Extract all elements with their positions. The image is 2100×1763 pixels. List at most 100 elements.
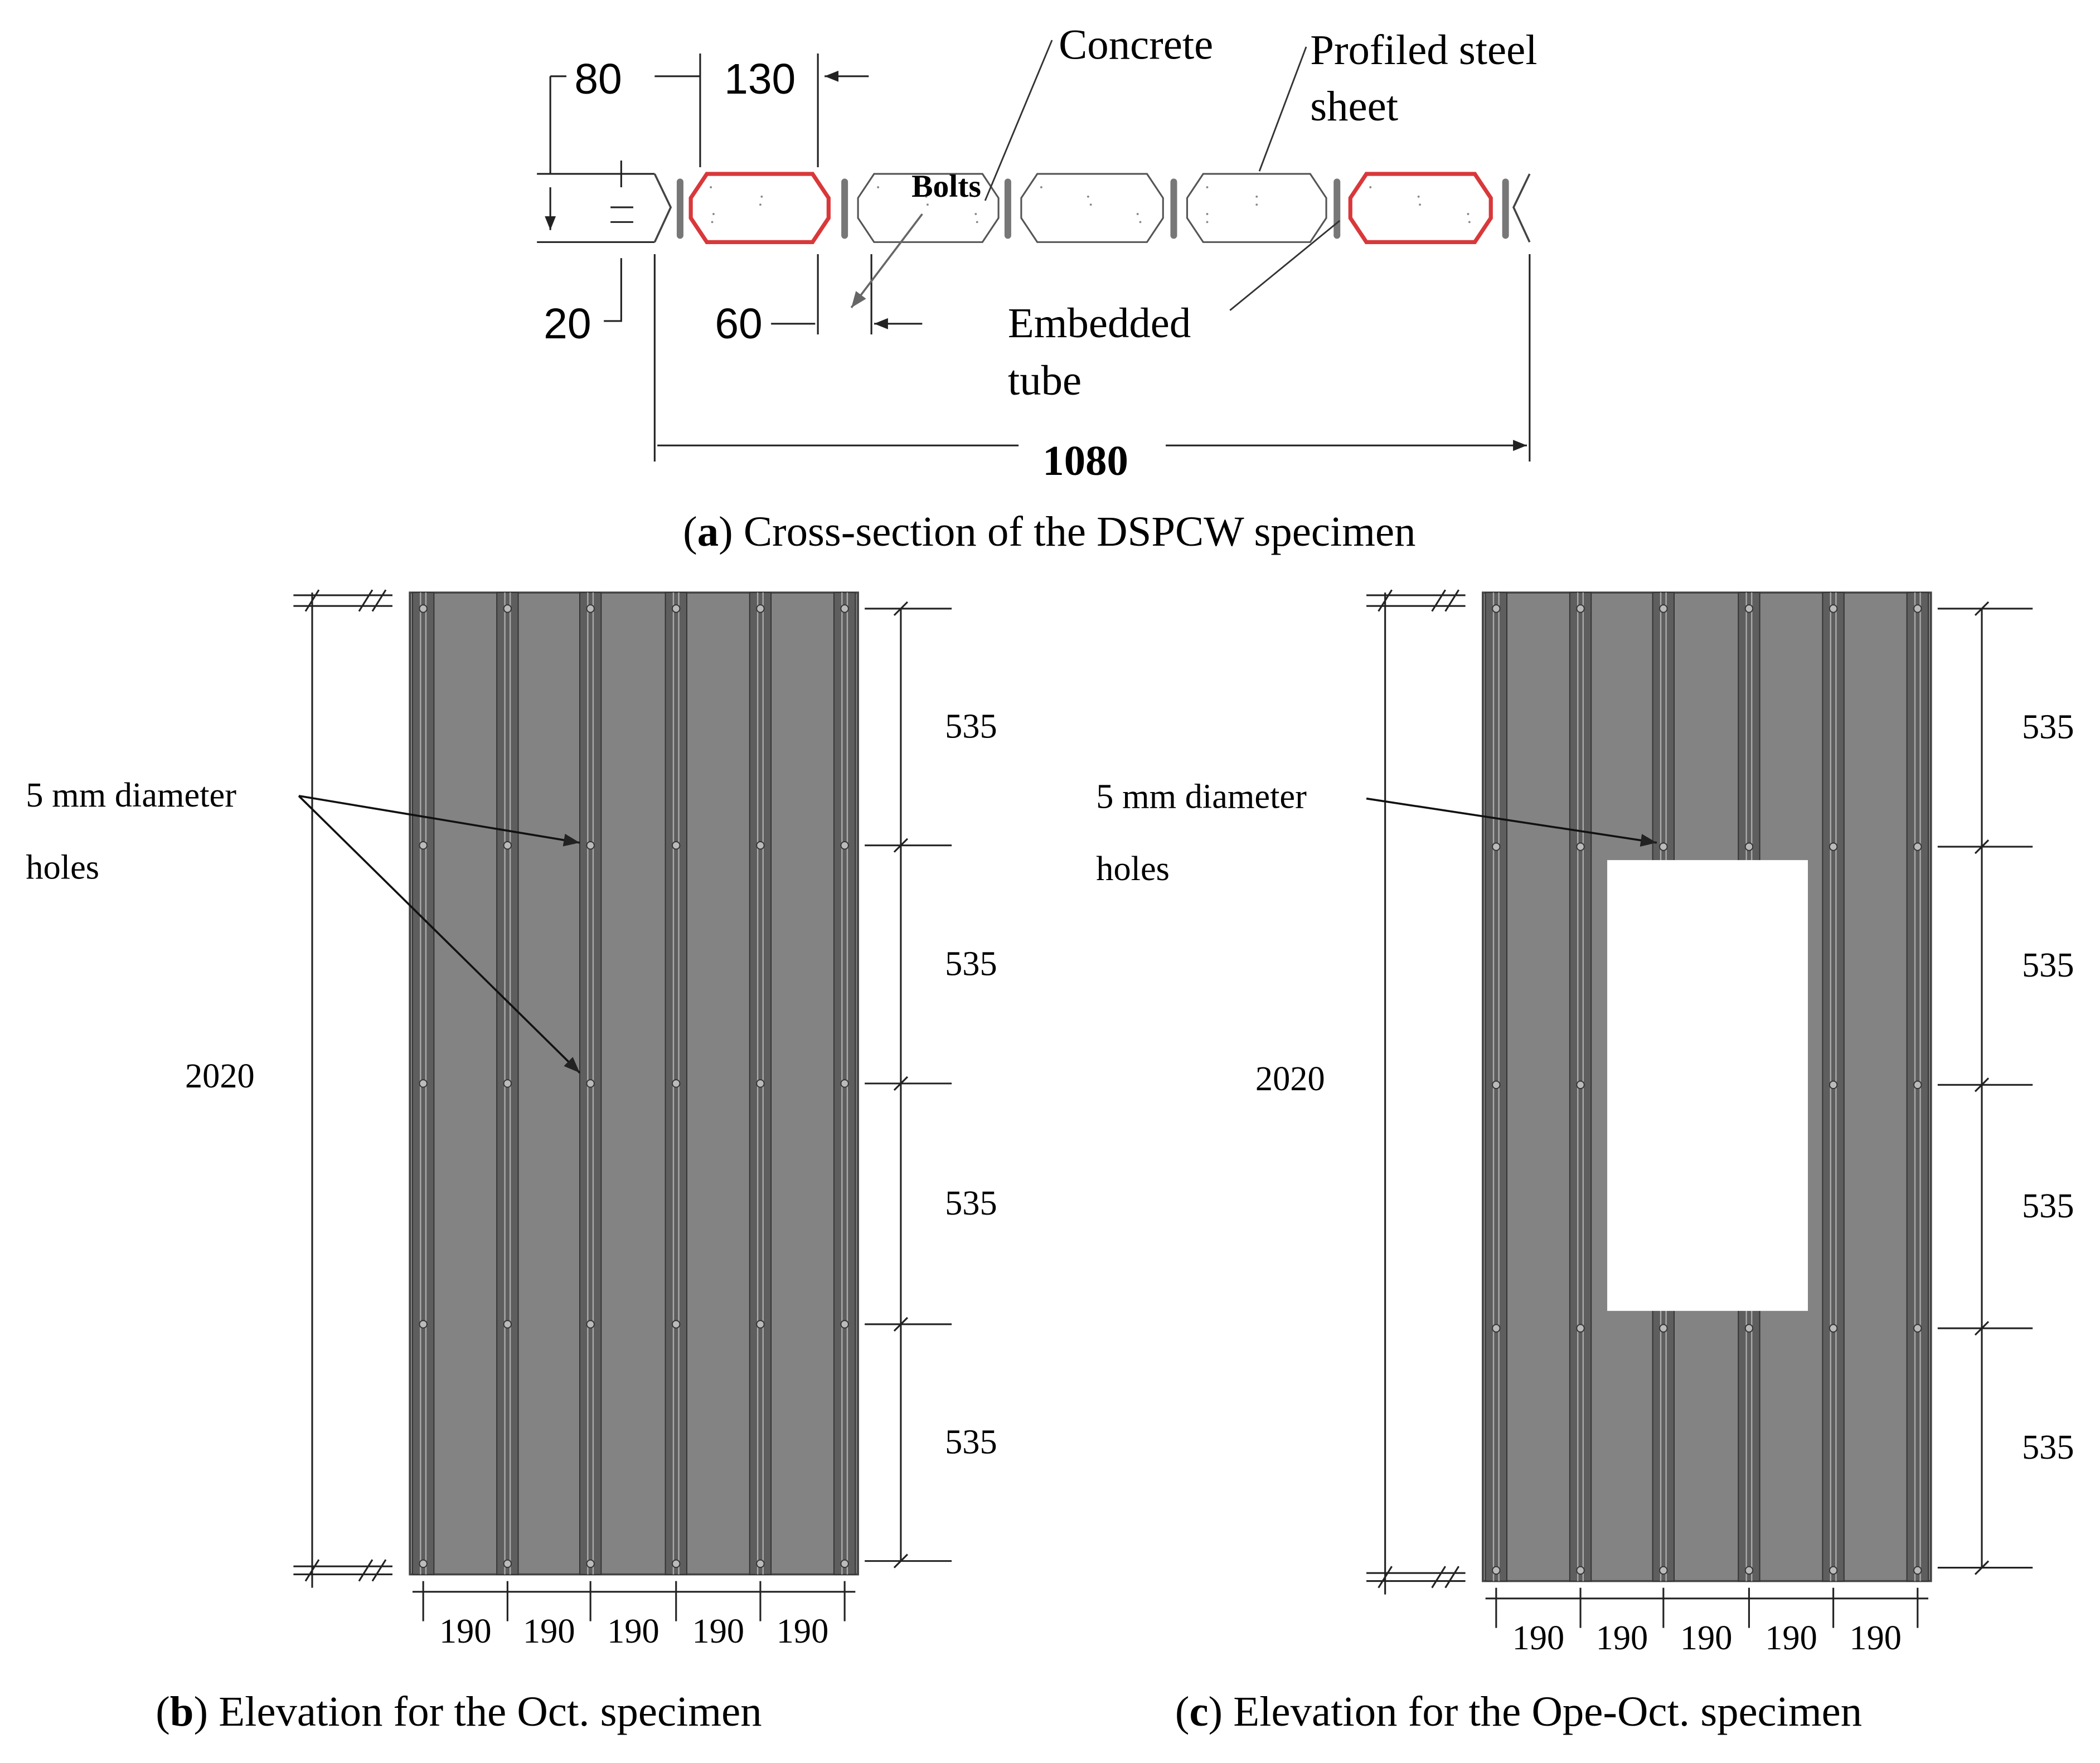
dimension: 535 xyxy=(2022,1428,2074,1466)
caption: (a) Cross-section of the DSPCW specimen xyxy=(683,508,1415,555)
leader xyxy=(1258,46,1307,172)
dimension: 190 xyxy=(1680,1619,1733,1657)
dimension: 190 xyxy=(1849,1619,1902,1657)
dimension: 190 xyxy=(1765,1619,1817,1657)
dimension: 535 xyxy=(945,707,997,746)
hole xyxy=(503,1320,512,1329)
hole xyxy=(1829,842,1838,851)
dimension: 2020 xyxy=(185,1057,255,1095)
label: Embedded xyxy=(1008,299,1191,347)
dim-tick xyxy=(893,1553,909,1568)
hole xyxy=(756,1320,765,1329)
dimension: 190 xyxy=(1596,1619,1648,1657)
hole xyxy=(586,841,595,850)
hole xyxy=(1829,1080,1838,1089)
hole xyxy=(1492,842,1501,851)
aggregate xyxy=(926,203,929,206)
dimension: 535 xyxy=(945,944,997,983)
dim-tick xyxy=(1974,1320,1990,1336)
rib xyxy=(1822,592,1845,1582)
hole xyxy=(586,1079,595,1088)
hole xyxy=(840,841,849,850)
hole xyxy=(1576,1324,1585,1333)
elevation-oct: 5 mm diameter holes 2020 (b) Elevation for … xyxy=(26,589,997,1735)
dim-tick xyxy=(893,1076,909,1091)
hole xyxy=(1744,1566,1754,1575)
aggregate xyxy=(1255,203,1258,206)
cells xyxy=(676,172,1509,244)
hole xyxy=(1829,1566,1838,1575)
aggregate xyxy=(1468,221,1471,224)
dim-tick xyxy=(1974,601,1990,616)
aggregate xyxy=(760,195,763,198)
dimension: 190 xyxy=(1512,1619,1565,1657)
leader xyxy=(850,213,923,309)
aggregate xyxy=(974,213,977,215)
hole xyxy=(419,841,428,850)
caption-part: ( xyxy=(683,508,697,555)
label: Concrete xyxy=(1059,21,1213,69)
hole xyxy=(1492,1080,1501,1089)
cross-section: 80 130 20 60 1080 Concrete Profiled stee… xyxy=(537,21,1537,555)
hole xyxy=(1913,604,1922,613)
hole xyxy=(1913,842,1922,851)
dim-tick xyxy=(304,589,320,612)
dim-tick xyxy=(358,1559,374,1582)
leader-arrow xyxy=(298,795,581,1074)
hole xyxy=(503,1559,512,1568)
hole xyxy=(756,1079,765,1088)
hole xyxy=(1659,604,1668,613)
cell xyxy=(857,173,1000,243)
hole xyxy=(840,1320,849,1329)
dimension: 2020 xyxy=(1255,1060,1325,1098)
hole xyxy=(756,1559,765,1568)
label: tube xyxy=(1008,357,1081,404)
caption-part: ( xyxy=(1175,1688,1190,1735)
leader xyxy=(984,40,1053,201)
dim-tick xyxy=(1431,1566,1446,1589)
hole xyxy=(1576,1566,1585,1575)
dim-tick xyxy=(1431,589,1446,612)
dim-tick xyxy=(1378,1566,1393,1589)
label: sheet xyxy=(1310,82,1398,130)
dimension: 535 xyxy=(2022,946,2074,984)
aggregate xyxy=(1255,195,1258,198)
caption-part: b xyxy=(170,1688,194,1735)
dim-tick xyxy=(371,589,387,612)
dim-tick xyxy=(304,1559,320,1582)
embedded-tube xyxy=(1348,172,1493,244)
hole xyxy=(586,1320,595,1329)
label: holes xyxy=(26,848,99,887)
hole xyxy=(1913,1080,1922,1089)
dimension: 535 xyxy=(945,1184,997,1222)
hole xyxy=(419,1320,428,1329)
dimension: 535 xyxy=(2022,1187,2074,1225)
dim-tick xyxy=(893,1317,909,1332)
hole xyxy=(586,1559,595,1568)
aggregate xyxy=(1040,186,1042,188)
hole xyxy=(756,604,765,613)
leader-arrow xyxy=(1366,797,1657,847)
dimension: 190 xyxy=(692,1612,745,1650)
caption: (b) Elevation for the Oct. specimen xyxy=(156,1688,762,1735)
aggregate xyxy=(1467,213,1469,215)
hole xyxy=(672,1079,681,1088)
hole xyxy=(586,604,595,613)
opening xyxy=(1607,860,1808,1311)
aggregate xyxy=(759,203,762,206)
hole xyxy=(1659,1566,1668,1575)
hole xyxy=(419,1079,428,1088)
aggregate xyxy=(1139,221,1142,224)
aggregate xyxy=(1206,213,1209,215)
hole xyxy=(672,841,681,850)
hole xyxy=(840,1559,849,1568)
aggregate xyxy=(1417,195,1420,198)
aggregate xyxy=(925,195,928,198)
hole xyxy=(1492,1324,1501,1333)
aggregate xyxy=(1087,195,1089,198)
sheet-edge xyxy=(653,173,1531,243)
wall xyxy=(409,591,859,1576)
caption-part: ( xyxy=(156,1688,170,1735)
aggregate xyxy=(1089,203,1092,206)
